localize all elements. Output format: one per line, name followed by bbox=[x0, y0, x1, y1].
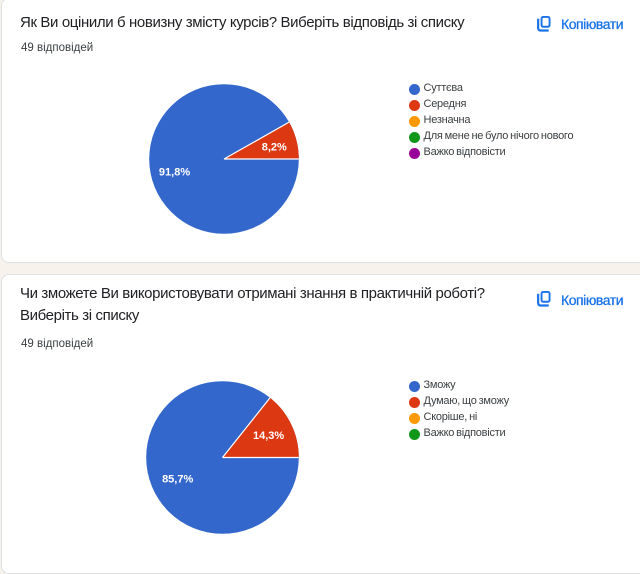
svg-text:91,8%: 91,8% bbox=[159, 167, 190, 179]
svg-text:85,7%: 85,7% bbox=[162, 474, 193, 486]
svg-text:14,3%: 14,3% bbox=[253, 430, 284, 442]
svg-text:8,2%: 8,2% bbox=[262, 141, 287, 153]
